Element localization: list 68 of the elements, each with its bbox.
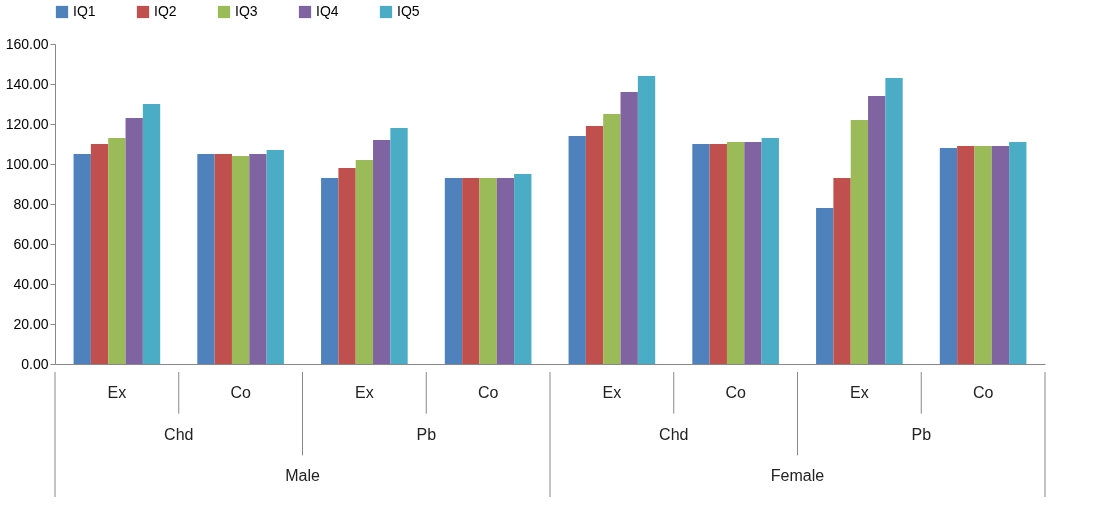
bar	[338, 168, 356, 364]
x-tick-label: Co	[230, 383, 251, 401]
bar	[479, 178, 497, 364]
bar	[321, 178, 339, 364]
x-tick-label: Ex	[602, 383, 622, 401]
bar	[850, 120, 869, 364]
bar	[108, 138, 126, 364]
bar	[868, 96, 886, 364]
bar	[142, 104, 161, 364]
x-tick-label: Co	[972, 383, 994, 401]
text: Pb	[416, 425, 437, 443]
text: Female	[770, 467, 825, 485]
text: Pb	[911, 425, 932, 443]
bar	[761, 138, 779, 364]
y-tick-label: 160.00	[5, 35, 49, 52]
legend-label: IQ3	[235, 3, 258, 19]
bar	[249, 154, 267, 364]
y-tick-label: 60.00	[13, 235, 49, 252]
bar	[568, 136, 586, 364]
legend-label: IQ4	[316, 3, 339, 19]
bar	[462, 178, 480, 364]
y-tick-label: 120.00	[5, 115, 49, 132]
bar	[390, 128, 408, 364]
bar	[197, 154, 215, 364]
y-tick-label: 100.00	[5, 155, 49, 172]
bar	[991, 146, 1010, 364]
bar	[125, 118, 143, 364]
bar	[620, 92, 638, 364]
legend-label: IQ2	[154, 3, 177, 19]
bar	[709, 144, 727, 364]
text: Chd	[164, 425, 194, 443]
bar	[90, 144, 109, 364]
bar	[214, 154, 232, 364]
bar	[73, 154, 91, 364]
y-tick-label: 0.00	[21, 355, 49, 372]
bar	[939, 148, 958, 364]
bar	[355, 160, 374, 364]
bar	[514, 174, 532, 364]
bar	[833, 178, 851, 364]
bar	[726, 142, 745, 364]
y-tick-label: 140.00	[5, 75, 49, 92]
bar	[585, 126, 604, 364]
bar	[373, 140, 391, 364]
bar	[496, 178, 515, 364]
bar	[974, 146, 992, 364]
x-tick-label: Ex	[355, 383, 374, 401]
bar	[957, 146, 975, 364]
legend-label: IQ1	[73, 3, 96, 19]
bar	[816, 208, 834, 364]
bar	[603, 114, 621, 364]
bar	[1009, 142, 1027, 364]
x-tick-label: Co	[725, 383, 746, 401]
text: Male	[285, 467, 320, 485]
bar	[444, 178, 463, 364]
x-tick-label: Co	[477, 383, 499, 401]
bar	[637, 76, 656, 364]
bar	[231, 156, 250, 364]
bar	[885, 78, 903, 364]
legend-label: IQ5	[397, 3, 420, 19]
bar	[266, 150, 284, 364]
bar	[692, 144, 710, 364]
y-tick-label: 80.00	[13, 195, 49, 212]
x-tick-label: Ex	[850, 383, 869, 401]
text: Chd	[659, 425, 689, 443]
bar	[744, 142, 762, 364]
y-tick-label: 20.00	[13, 315, 49, 332]
x-tick-label: Ex	[107, 383, 127, 401]
y-tick-label: 40.00	[13, 275, 49, 292]
